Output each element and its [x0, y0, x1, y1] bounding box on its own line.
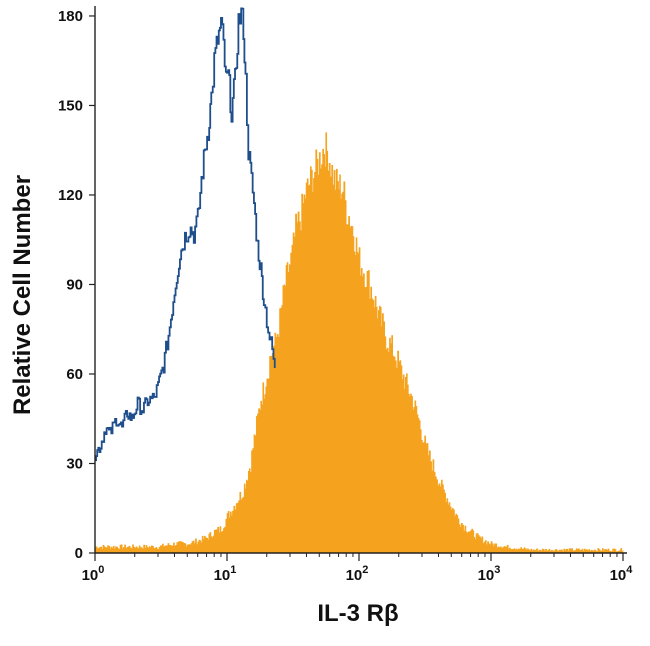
- y-tick-label: 180: [58, 8, 83, 25]
- axes: 0 30 60 90 120 150 180 100 101 102 103 104: [58, 6, 633, 584]
- y-axis-title: Relative Cell Number: [9, 175, 36, 415]
- outline-histogram: [95, 7, 276, 462]
- x-tick-label: 104: [610, 564, 634, 584]
- y-tick-label: 120: [58, 187, 83, 204]
- x-tick-label: 101: [214, 564, 237, 584]
- x-tick-label: 102: [346, 564, 369, 584]
- x-tick-label: 100: [82, 564, 105, 584]
- y-tick-label: 0: [75, 545, 83, 562]
- x-tick-label: 103: [478, 564, 501, 584]
- y-tick-label: 90: [66, 276, 83, 293]
- filled-histogram: [94, 132, 624, 554]
- x-axis-title: IL-3 Rβ: [317, 600, 398, 627]
- plot-area: [94, 7, 624, 554]
- y-tick-label: 150: [58, 97, 83, 114]
- y-tick-label: 60: [66, 366, 83, 383]
- y-tick-label: 30: [66, 455, 83, 472]
